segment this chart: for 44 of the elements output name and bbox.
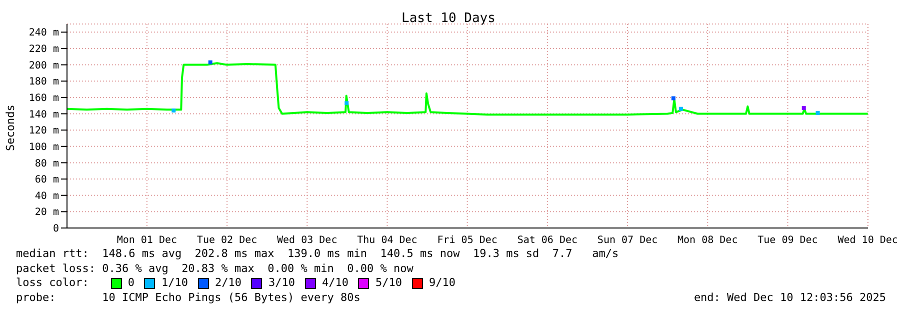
x-tick-label: Thu 04 Dec xyxy=(357,235,418,246)
x-tick-label: Sat 06 Dec xyxy=(517,235,578,246)
y-tick-label: 180 m xyxy=(28,76,59,88)
y-axis-title: Seconds xyxy=(4,104,17,151)
point xyxy=(671,96,676,100)
point xyxy=(802,106,806,110)
y-tick-label: 40 m xyxy=(34,190,59,202)
x-tick-label: Fri 05 Dec xyxy=(437,235,498,246)
legend-label: 9/10 xyxy=(428,276,456,290)
chart-title: Last 10 Days xyxy=(400,11,496,26)
y-tick-label: 60 m xyxy=(34,174,59,186)
y-tick-label: 120 m xyxy=(28,126,59,137)
text: median rtt: 148.6 ms avg 202.8 ms max 139.0 ms min 140.5 ms now 19.3 ms sd 7.7 am/s xyxy=(16,247,620,262)
y-tick-label: 140 m xyxy=(28,109,59,120)
y-tick-label: 0 xyxy=(52,224,59,235)
text: probe: 10 ICMP Echo Pings (56 Bytes) every 80s xyxy=(16,290,360,305)
text: packet loss: 0.36 % avg 20.83 % max 0.00 % min 0.00 % now xyxy=(16,262,414,276)
y-tick-label: 200 m xyxy=(28,60,59,72)
y-tick-label: 220 m xyxy=(28,44,59,56)
legend-label: 3/10 xyxy=(268,276,295,290)
x-tick-label: Mon 08 Dec xyxy=(678,235,738,246)
point xyxy=(678,106,683,111)
y-tick-label: 20 m xyxy=(34,207,59,218)
x-tick-label: Mon 01 Dec xyxy=(116,235,178,246)
text: end: Wed Dec 10 12:03:56 2025 xyxy=(694,290,886,305)
x-tick-label: Sun 07 Dec xyxy=(597,235,658,246)
y-tick-label: 240 m xyxy=(28,28,59,39)
legend-title: loss color: xyxy=(16,276,89,290)
y-tick-label: 80 m xyxy=(34,158,59,170)
legend-label: 2/10 xyxy=(214,276,242,290)
legend-label: 1/10 xyxy=(161,276,188,290)
point xyxy=(344,101,349,106)
point xyxy=(172,108,176,112)
legend-label: 4/10 xyxy=(322,276,348,290)
y-tick-label: 160 m xyxy=(28,92,59,104)
point xyxy=(816,110,820,115)
point xyxy=(208,60,212,64)
x-tick-label: Tue 09 Dec xyxy=(758,235,818,246)
y-tick-label: 100 m xyxy=(28,142,59,153)
x-tick-label: Wed 10 Dec xyxy=(838,235,897,246)
legend-label: 0 xyxy=(128,276,134,290)
x-tick-label: Wed 03 Dec xyxy=(277,235,338,246)
x-tick-label: Tue 02 Dec xyxy=(196,235,258,246)
legend-label: 5/10 xyxy=(375,276,402,290)
